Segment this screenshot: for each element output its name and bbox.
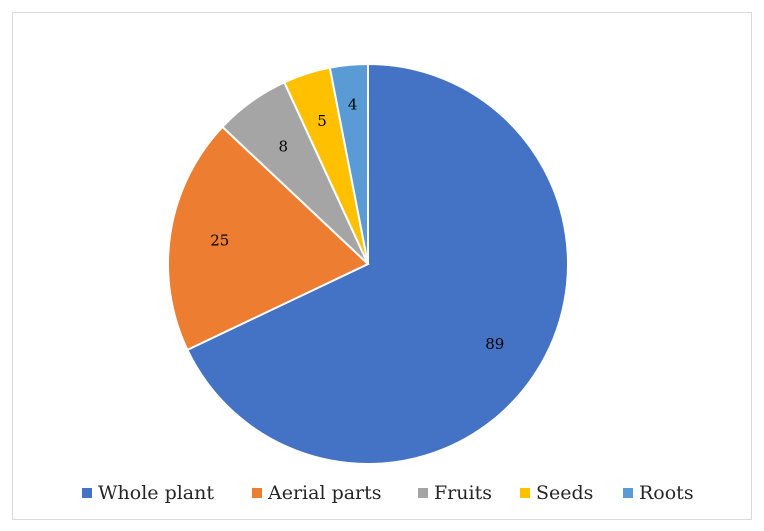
- legend-swatch-fruits: [418, 488, 428, 498]
- legend-swatch-aerial-parts: [252, 488, 262, 498]
- legend-swatch-whole-plant: [82, 488, 92, 498]
- legend-label-whole-plant: Whole plant: [98, 482, 214, 504]
- pie-data-labels: 89 25 8 5 4: [210, 96, 504, 353]
- data-label-roots: 4: [348, 96, 358, 114]
- data-label-aerial-parts: 25: [210, 232, 229, 250]
- data-label-seeds: 5: [317, 112, 327, 130]
- data-label-fruits: 8: [279, 137, 289, 155]
- pie-slice-aerial-parts: [167, 125, 370, 352]
- pie-slice-whole-plant: [186, 62, 569, 465]
- legend-label-fruits: Fruits: [434, 482, 492, 504]
- pie-slices: [167, 62, 569, 465]
- pie-slice-roots: [328, 62, 369, 265]
- legend-swatch-seeds: [520, 488, 530, 498]
- legend-label-aerial-parts: Aerial parts: [267, 482, 382, 504]
- chart-legend: Whole plant Aerial parts Fruits Seeds Roots: [82, 482, 694, 504]
- legend-swatch-roots: [623, 488, 633, 498]
- legend-label-roots: Roots: [639, 482, 694, 504]
- legend-label-seeds: Seeds: [536, 482, 593, 504]
- data-label-whole-plant: 89: [485, 335, 504, 353]
